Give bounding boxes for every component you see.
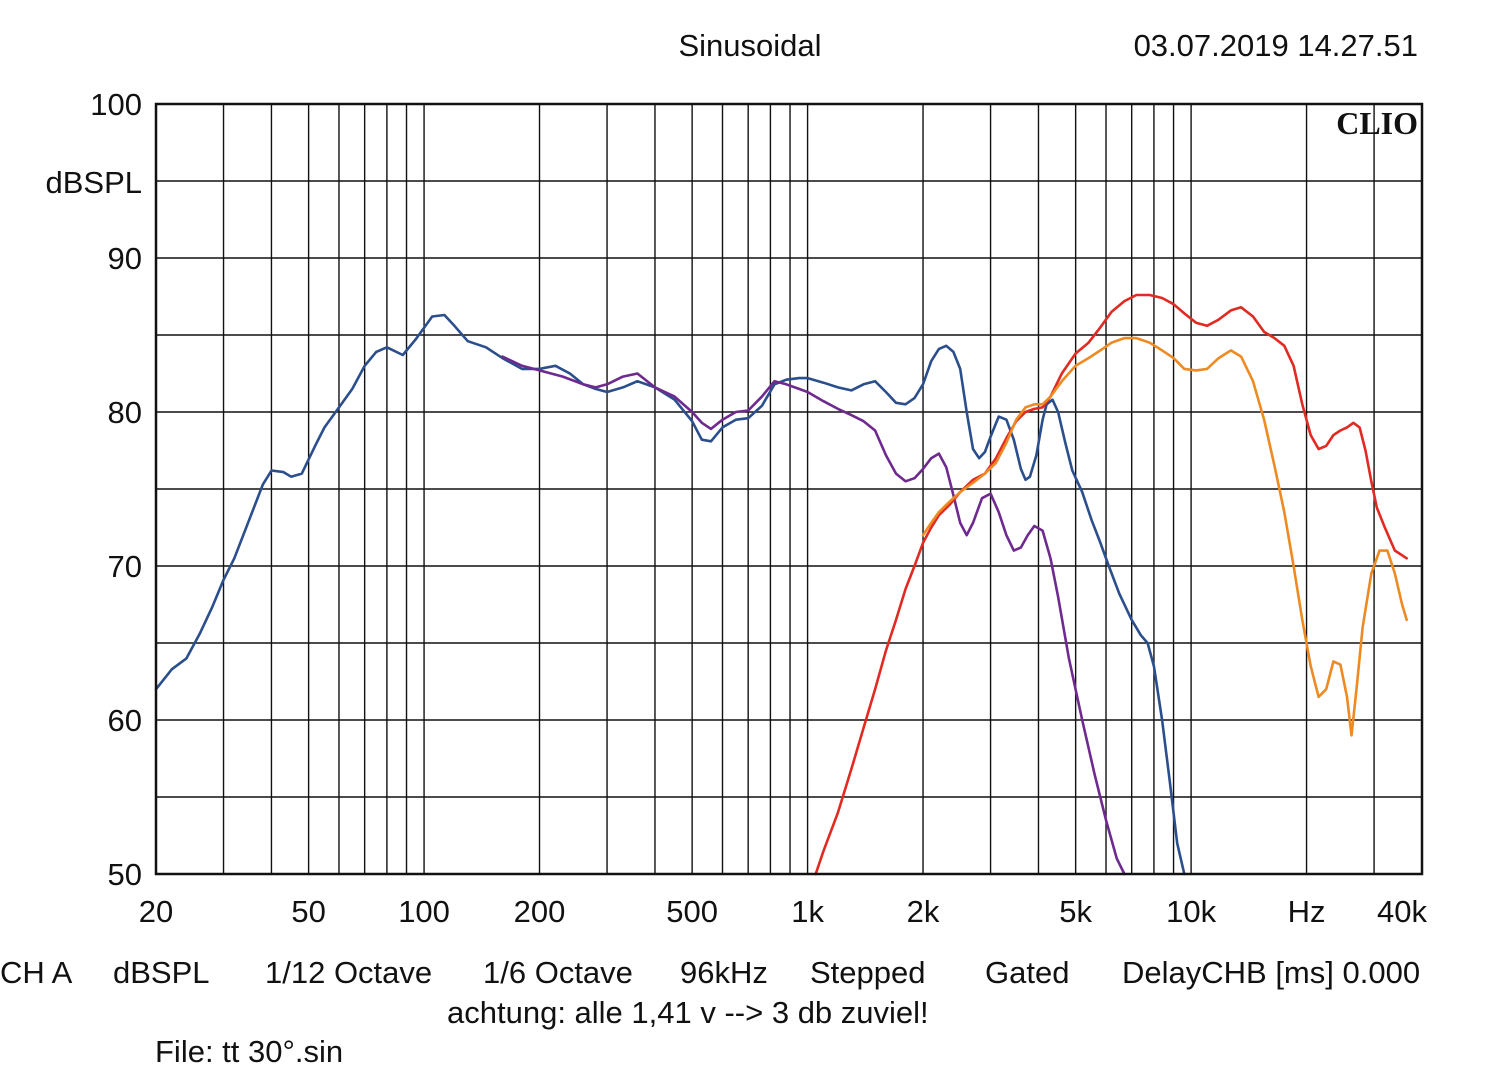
chart-title: Sinusoidal [678,28,821,63]
setting-window: Gated [985,955,1069,990]
x-tick-label: 1k [791,894,824,929]
x-axis-ticks: 20 50 100 200 500 1k 2k 5k 10k Hz 40k [139,894,1428,929]
x-tick-label: 100 [398,894,450,929]
settings-line: CH A dBSPL 1/12 Octave 1/6 Octave 96kHz … [0,955,1420,990]
setting-channel: CH A [0,955,73,990]
note-text: achtung: alle 1,41 v --> 3 db zuviel! [447,995,929,1030]
setting-delay: DelayCHB [ms] 0.000 [1122,955,1420,990]
setting-resolution: 1/6 Octave [483,955,633,990]
plot-grid [156,104,1422,874]
x-tick-label: 50 [291,894,325,929]
timestamp: 03.07.2019 14.27.51 [1134,28,1418,63]
x-tick-label: 2k [907,894,940,929]
setting-sample-rate: 96kHz [680,955,768,990]
x-tick-label: 20 [139,894,173,929]
x-tick-label: Hz [1288,894,1326,929]
y-tick-label: 80 [108,395,142,430]
x-tick-label: 5k [1059,894,1092,929]
file-name: File: tt 30°.sin [155,1034,343,1069]
y-tick-label: 50 [108,857,142,892]
x-tick-label: 40k [1377,894,1427,929]
setting-mode: Stepped [810,955,926,990]
setting-smoothing: 1/12 Octave [265,955,432,990]
plot-frame [154,102,1424,876]
y-axis-ticks: 100 90 80 70 60 50 [90,87,142,892]
x-tick-label: 200 [514,894,566,929]
x-tick-label: 500 [666,894,718,929]
y-tick-label: 60 [108,703,142,738]
x-tick-label: 10k [1166,894,1216,929]
series-purple-line [501,355,1126,876]
plot-curves [154,293,1408,876]
y-tick-label: 90 [108,241,142,276]
setting-unit: dBSPL [113,955,210,990]
y-tick-label: 70 [108,549,142,584]
y-axis-label: dBSPL [45,165,142,200]
series-orange-line [921,336,1408,737]
series-red-line [814,293,1408,876]
y-tick-label: 100 [90,87,142,122]
series-blue-line [154,313,1186,876]
clio-logo: CLIO [1336,105,1418,141]
